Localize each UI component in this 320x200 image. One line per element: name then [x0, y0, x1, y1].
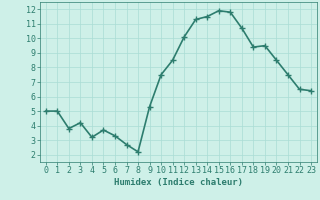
X-axis label: Humidex (Indice chaleur): Humidex (Indice chaleur)	[114, 178, 243, 187]
